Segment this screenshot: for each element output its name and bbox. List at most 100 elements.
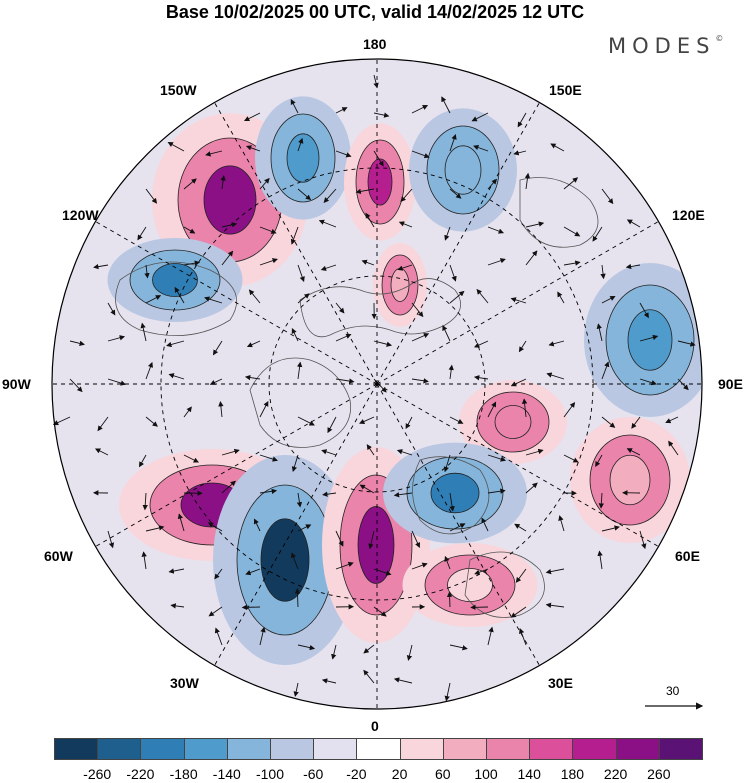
wind-vector [297,137,304,152]
wind-vector [373,150,384,167]
wind-vector [595,454,603,467]
wind-vector [297,188,312,201]
wind-vector [665,416,679,424]
wind-vector [145,295,162,304]
wind-vector [449,644,468,651]
wind-vector [600,264,606,280]
lon-label-60w: 60W [44,548,73,564]
wind-vector [601,416,616,428]
wind-vector [471,112,489,122]
wind-vector [545,568,565,575]
wind-vector [521,398,528,418]
wind-vector [448,364,454,380]
wind-vector [335,107,348,114]
wind-vector [597,550,603,570]
wind-vector [321,449,337,456]
wind-vector [398,221,413,228]
lon-label-30e: 30E [548,675,573,691]
colorbar-tick-label: 220 [603,766,628,782]
wind-vector [137,226,147,241]
wind-vector [290,99,299,114]
wind-vector [396,449,413,456]
wind-vector [204,296,223,304]
wind-vector [259,488,278,494]
wind-vector [170,603,185,609]
wind-vector [601,361,610,380]
wind-vector [294,588,301,608]
wind-vector [487,401,497,418]
wind-vector [335,561,354,570]
colorbar-box [183,738,228,760]
wind-vector [321,678,337,684]
wind-vector [107,302,116,316]
wind-vector [444,682,451,702]
wind-vector [183,226,196,234]
wind-vector [517,112,527,128]
brand-logo: MODES© [608,34,723,58]
wind-vector [449,133,457,152]
wind-vector [373,74,379,89]
wind-vector [639,334,659,342]
wind-vector [145,525,165,532]
colorbar-tick-label: 140 [517,766,541,782]
wind-vector [296,492,303,508]
wind-vector [473,144,489,152]
lon-label-150w: 150W [160,82,197,98]
wind-vector [442,324,451,342]
wind-vector [481,517,489,532]
wind-vector [212,340,223,356]
wind-vector [626,448,641,456]
wind-vector [183,454,199,463]
anomaly-core [444,145,482,195]
anomaly-core [609,454,651,506]
wind-vector [563,177,579,190]
wind-vector [519,628,527,646]
wind-vector [513,150,527,156]
colorbar-box [226,738,271,760]
wind-vectors [52,74,696,702]
wind-vector [366,444,375,456]
wind-vector [411,150,430,159]
wind-vector [563,454,579,463]
wind-vector [166,340,185,348]
wind-vector [293,682,299,697]
wind-vector [243,112,261,121]
wind-vector [411,333,430,342]
wind-vector [296,361,303,380]
colorbar-tick-label: 60 [435,766,451,782]
anomaly-core [367,158,393,206]
colorbar-tick-label: 20 [391,766,408,782]
wind-vector [142,492,148,511]
wind-vector [373,340,392,347]
colorbar-tick-label: -60 [303,766,324,782]
wind-vector [259,626,266,646]
wind-vector [510,378,527,387]
wind-vector [411,562,428,570]
meridian-line [214,383,378,666]
wind-vector [487,226,504,234]
lon-label-30w: 30W [170,675,199,691]
colorbar-box [572,738,617,760]
brand-name: MODES [608,34,716,58]
colorbar-tick-label: -220 [126,766,155,782]
wind-vector [259,400,269,418]
colorbar-tick-label: -260 [83,766,112,782]
colorbar-box [399,738,444,760]
wind-vector [174,286,185,304]
wind-vector [525,448,544,456]
wind-vector [668,440,679,456]
wind-vector [291,327,299,342]
colorbar-box [442,738,487,760]
wind-vector [518,340,527,353]
wind-vector [397,264,413,271]
wind-vector [361,259,375,266]
wind-vector [168,568,185,574]
wind-vector [406,644,413,661]
wind-vector [601,188,614,205]
wind-vector [487,626,494,646]
wind-vector [97,416,109,432]
reference-vector-label: 30 [666,684,680,698]
wind-vector [373,606,387,617]
wind-vector [145,188,158,204]
